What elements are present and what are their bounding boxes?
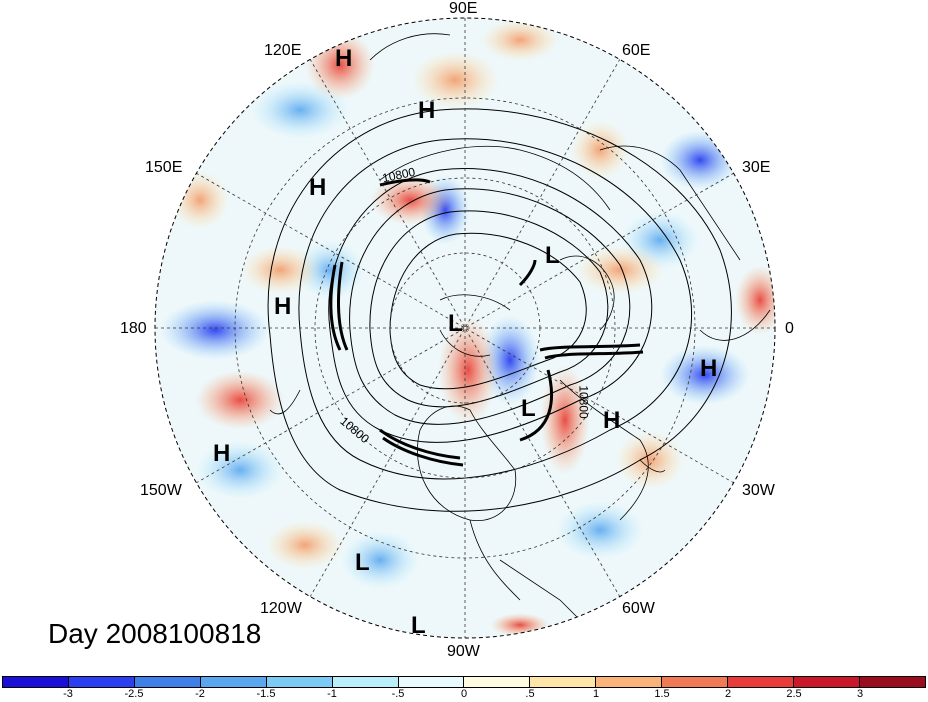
high-pressure-marker: H: [213, 440, 231, 467]
low-pressure-marker: L: [355, 549, 370, 576]
colorbar-swatch: [794, 677, 860, 687]
low-pressure-marker: L: [521, 395, 536, 422]
lon-label-150w: 150W: [140, 482, 182, 499]
lon-label-30w: 30W: [742, 482, 775, 499]
colorbar-tick-label: 2: [724, 688, 732, 700]
colorbar-swatch: [134, 677, 201, 687]
colorbar: [2, 676, 926, 688]
low-pressure-marker: L: [448, 310, 463, 337]
colorbar-swatch: [332, 677, 399, 687]
colorbar-tick-label: 2.5: [786, 688, 802, 700]
colorbar-tick-label: 1: [592, 688, 600, 700]
lon-label-60w: 60W: [622, 600, 655, 617]
colorbar-swatch: [3, 677, 69, 687]
colorbar-tick-label: 0: [460, 688, 468, 700]
lon-label-120e: 120E: [264, 42, 302, 59]
colorbar-tick-label: 1.5: [654, 688, 670, 700]
colorbar-swatch: [266, 677, 333, 687]
colorbar-tick-label: .5: [525, 688, 535, 700]
colorbar-swatch: [398, 677, 465, 687]
colorbar-tick-label: -1.5: [256, 688, 276, 700]
colorbar-tick-label: -2: [195, 688, 205, 700]
lon-label-60e: 60E: [622, 42, 651, 59]
colorbar-swatch: [859, 677, 925, 687]
high-pressure-marker: H: [335, 45, 353, 72]
lon-label-180: 180: [120, 320, 147, 337]
jet-streak-contours: [329, 178, 644, 467]
colorbar-swatch: [728, 677, 795, 687]
high-pressure-marker: H: [603, 407, 621, 434]
low-pressure-marker: L: [545, 242, 560, 269]
colorbar-tick-label: -3: [63, 688, 73, 700]
colorbar-swatch: [464, 677, 531, 687]
lat-lon-grid: [155, 18, 775, 638]
colorbar-swatch: [596, 677, 663, 687]
colorbar-tick-label: -1: [327, 688, 337, 700]
lon-label-120w: 120W: [260, 600, 302, 617]
colorbar-tick-label: -.5: [391, 688, 405, 700]
colorbar-tick-label: 3: [856, 688, 864, 700]
colorbar-swatch: [662, 677, 729, 687]
colorbar-swatch: [68, 677, 135, 687]
low-pressure-marker: L: [411, 612, 426, 639]
map-title: Day 2008100818: [48, 618, 262, 649]
lon-label-90w: 90W: [447, 643, 480, 660]
lon-label-90e: 90E: [449, 0, 478, 17]
high-pressure-marker: H: [309, 174, 327, 201]
high-pressure-marker: H: [700, 355, 718, 382]
colorbar-swatch: [530, 677, 597, 687]
contour-label: 10800: [576, 385, 591, 419]
high-pressure-marker: H: [418, 97, 436, 124]
colorbar-tick-label: -2.5: [124, 688, 144, 700]
colorbar-swatch: [200, 677, 267, 687]
high-pressure-marker: H: [274, 293, 292, 320]
lon-label-0: 0: [785, 320, 794, 337]
anomaly-field: [155, 18, 775, 638]
map-boundary: [154, 17, 776, 639]
lon-label-150e: 150E: [145, 159, 183, 176]
lon-label-30e: 30E: [742, 159, 771, 176]
